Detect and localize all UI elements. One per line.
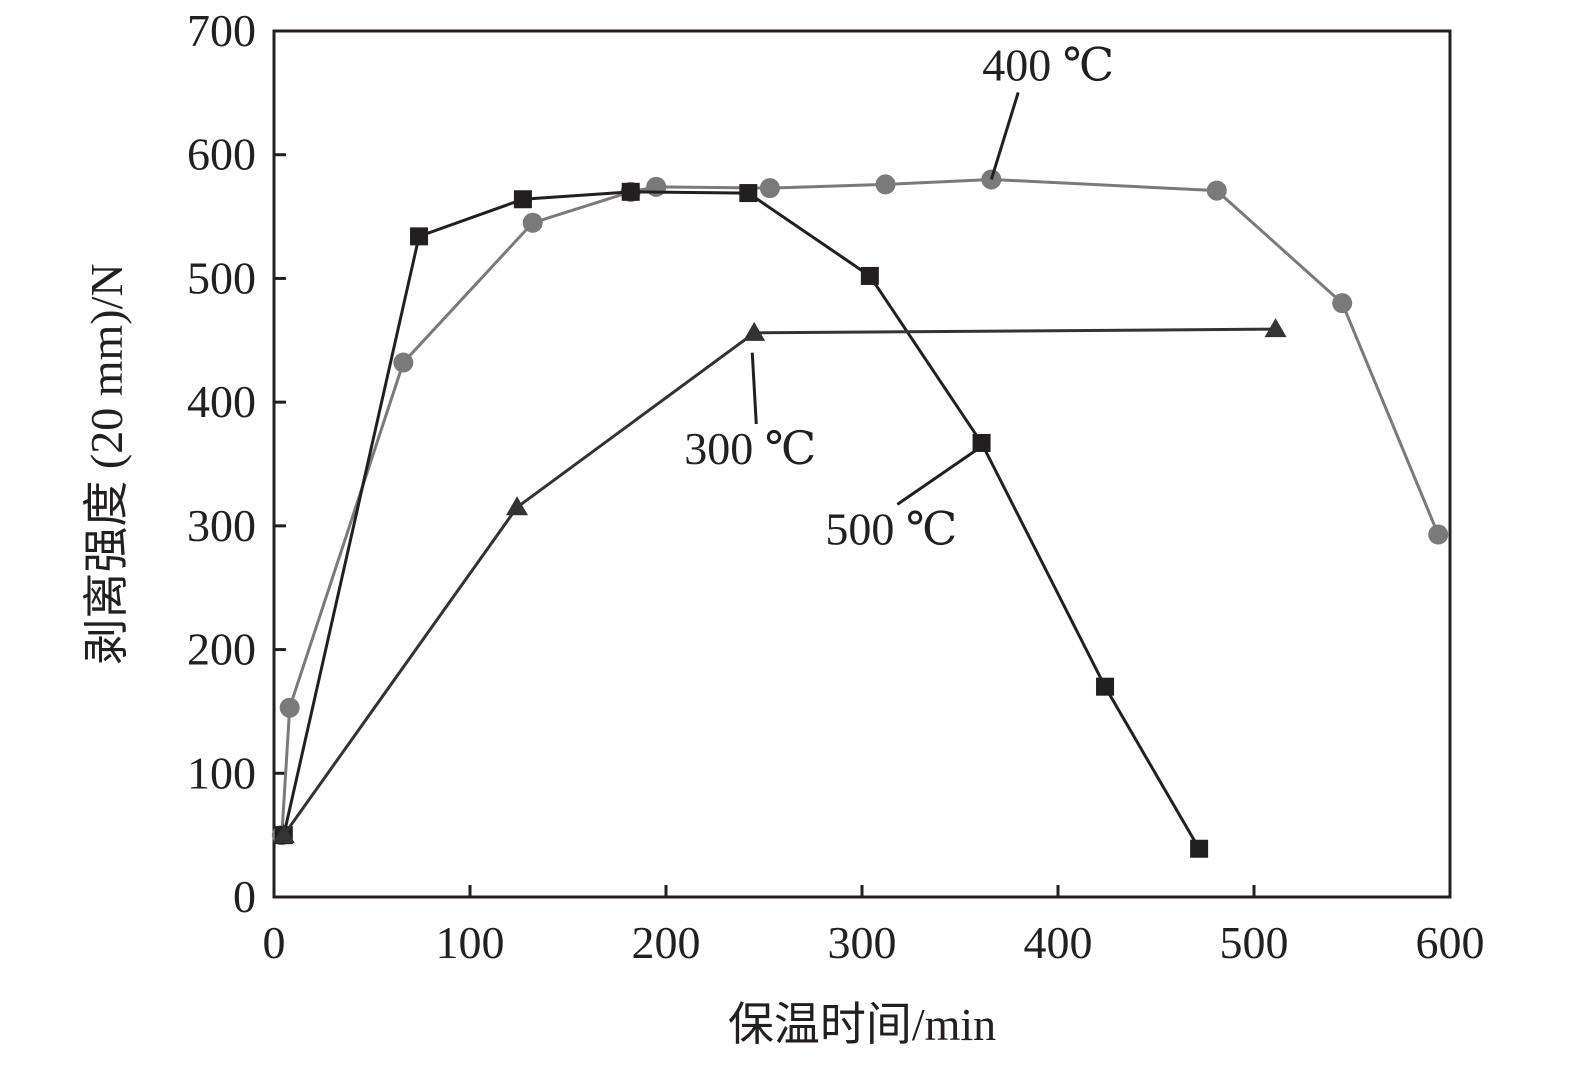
data-point-circle — [393, 352, 414, 373]
y-tick-label: 500 — [187, 252, 256, 303]
data-point-triangle — [506, 496, 529, 516]
x-tick-label: 200 — [632, 917, 701, 968]
x-tick-label: 300 — [828, 917, 897, 968]
x-axis-label: 保温时间/min — [728, 999, 996, 1050]
data-point-circle — [1206, 180, 1227, 201]
y-tick-label: 0 — [233, 871, 256, 922]
annotation-label: 300 ℃ — [684, 423, 816, 474]
data-point-square — [860, 266, 879, 285]
y-tick-label: 400 — [187, 376, 256, 427]
x-tick-label: 100 — [436, 917, 505, 968]
data-point-square — [621, 182, 640, 201]
data-point-square — [972, 433, 991, 452]
data-point-circle — [279, 697, 300, 718]
y-tick-label: 200 — [187, 624, 256, 675]
x-tick-label: 0 — [263, 917, 286, 968]
series-300c — [272, 318, 1287, 844]
y-axis-label: 剥离强度 (20 mm)/N — [81, 263, 132, 664]
series-line — [280, 177, 1440, 836]
data-point-circle — [522, 212, 543, 233]
y-tick-label: 700 — [187, 5, 256, 56]
x-tick-label: 400 — [1024, 917, 1093, 968]
annotation-label: 400 ℃ — [982, 39, 1114, 90]
data-point-circle — [759, 178, 780, 199]
data-point-circle — [646, 176, 667, 197]
data-point-square — [1096, 677, 1115, 696]
data-point-triangle — [1264, 318, 1287, 338]
annotation-leader-line — [896, 447, 979, 506]
annotation-leader-line — [750, 352, 758, 425]
series-line — [282, 327, 1276, 837]
data-point-circle — [1332, 293, 1353, 314]
data-point-triangle — [743, 321, 766, 341]
x-tick-label: 600 — [1416, 917, 1485, 968]
data-point-square — [513, 190, 532, 209]
annotation-leader-line — [989, 92, 1020, 180]
plot-frame — [272, 29, 1452, 899]
data-point-square — [739, 184, 758, 203]
y-tick-label: 300 — [187, 500, 256, 551]
data-point-square — [410, 227, 429, 246]
y-tick-label: 600 — [187, 129, 256, 180]
x-tick-label: 500 — [1220, 917, 1289, 968]
series-500c — [274, 182, 1209, 858]
data-point-circle — [1428, 524, 1449, 545]
y-tick-label: 100 — [187, 747, 256, 798]
data-point-circle — [875, 174, 896, 195]
annotation-label: 500 ℃ — [825, 503, 957, 554]
series-line — [282, 190, 1201, 850]
data-point-square — [1190, 839, 1209, 858]
data-point-triangle — [272, 824, 295, 844]
